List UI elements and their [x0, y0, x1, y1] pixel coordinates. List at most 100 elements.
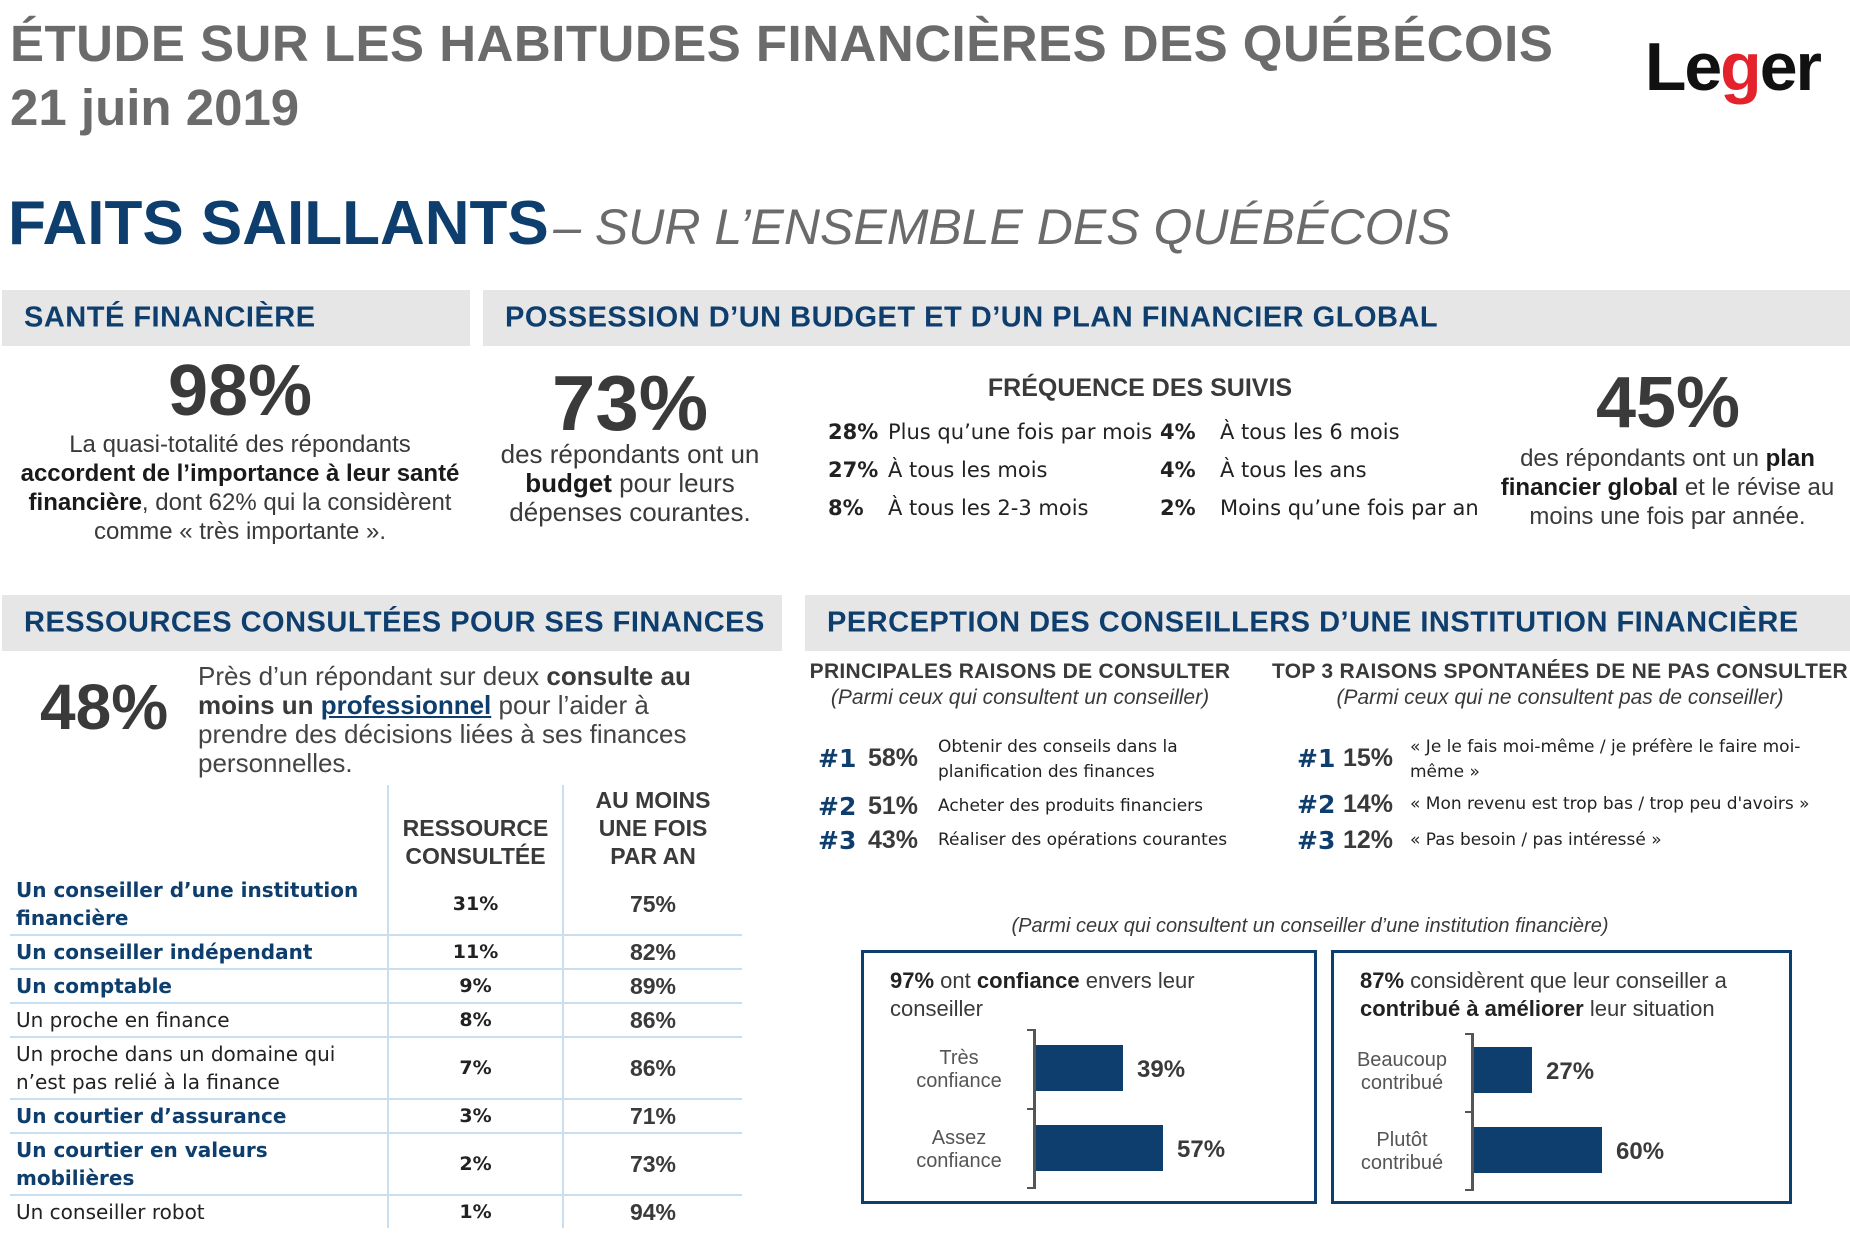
reason-rank: #3	[818, 826, 857, 855]
reasons-not-consult-title: TOP 3 RAISONS SPONTANÉES DE NE PAS CONSU…	[1271, 660, 1849, 683]
budget-percentage: 73%	[551, 359, 709, 447]
freq-item: 8% À tous les 2-3 mois	[828, 496, 1088, 520]
table-row: Un conseiller indépendant 11% 82%	[10, 935, 742, 970]
chart-confiance-title-pct: 97%	[890, 968, 935, 993]
chart-contribution-title-1: considèrent que leur conseiller a	[1410, 968, 1727, 993]
chart-confiance-title-bold: confiance	[976, 968, 1080, 993]
sante-text-1: La quasi-totalité des répondants	[69, 431, 411, 458]
category-label: Beaucoup contribué	[1342, 1049, 1462, 1095]
axis-tick	[1465, 1033, 1473, 1035]
reason-pct: 14%	[1343, 790, 1394, 818]
freq-pct: 2%	[1160, 496, 1196, 520]
row-consultee: 2%	[387, 1133, 563, 1196]
sante-percentage: 98%	[167, 351, 313, 431]
bar-assez-confiance	[1036, 1125, 1163, 1171]
section-perception-heading: PERCEPTION DES CONSEILLERS D’UNE INSTITU…	[805, 595, 1850, 651]
category-label: Assez confiance	[904, 1127, 1014, 1173]
row-label: Un proche dans un domaine qui n’est pas …	[10, 1037, 388, 1100]
reason-not-consult-item: #1 15% « Je le fais moi-même / je préfèr…	[1297, 735, 1837, 795]
row-consultee: 7%	[387, 1037, 563, 1100]
headline-main: FAITS SAILLANTS	[8, 189, 549, 258]
row-label: Un conseiller indépendant	[10, 935, 388, 970]
section-budget-heading: POSSESSION D’UN BUDGET ET D’UN PLAN FINA…	[483, 290, 1850, 346]
freq-label: Moins qu’une fois par an	[1220, 496, 1479, 520]
bar-value-label: 60%	[1616, 1138, 1665, 1165]
row-frequence: 89%	[562, 969, 742, 1004]
chart-contribution-title-bold: contribué à améliorer	[1360, 996, 1584, 1021]
logo-text-right: er	[1759, 29, 1822, 105]
leger-logo: Leger	[1644, 28, 1822, 106]
chart-contribution-title-2: leur situation	[1589, 996, 1715, 1021]
bar-tres-confiance	[1036, 1045, 1123, 1091]
reasons-not-consult-subtitle: (Parmi ceux qui ne consultent pas de con…	[1336, 686, 1784, 709]
ressources-table: RESSOURCE CONSULTÉE AU MOINS UNE FOIS PA…	[10, 785, 742, 1228]
plan-description: des répondants ont un plan financier glo…	[1495, 444, 1840, 531]
table-header-empty	[10, 785, 388, 874]
chart-confiance-title-1: ont	[940, 968, 971, 993]
category-label-line: Très	[939, 1047, 979, 1069]
freq-item: 27% À tous les mois	[828, 458, 1048, 482]
category-label-line: Beaucoup	[1356, 1049, 1448, 1071]
axis-tick	[1465, 1111, 1473, 1113]
table-row: Un conseiller robot 1% 94%	[10, 1195, 742, 1228]
reason-pct: 58%	[868, 744, 919, 772]
row-frequence: 82%	[562, 935, 742, 970]
table-row: Un conseiller d’une institution financiè…	[10, 874, 742, 936]
reason-rank: #2	[818, 792, 857, 821]
row-consultee: 31%	[387, 874, 563, 936]
reason-consult-item: #2 51% Acheter des produits financiers	[818, 792, 1248, 822]
freq-item: 4% À tous les 6 mois	[1160, 420, 1400, 444]
freq-label: À tous les mois	[888, 458, 1048, 482]
category-label: Très confiance	[904, 1047, 1014, 1093]
reasons-consult-header: PRINCIPALES RAISONS DE CONSULTER (Parmi …	[805, 660, 1235, 710]
row-label: Un conseiller robot	[16, 1200, 205, 1224]
row-consultee: 11%	[387, 935, 563, 970]
chart-contribution-title-pct: 87%	[1360, 968, 1405, 993]
row-label: Un proche en finance	[10, 1003, 388, 1038]
budget-text-bold: budget	[525, 468, 612, 498]
reason-pct: 43%	[868, 826, 919, 854]
reason-consult-item: #1 58% Obtenir des conseils dans la plan…	[818, 735, 1248, 795]
chart-contribution-title: 87% considèrent que leur conseiller a co…	[1360, 967, 1780, 1023]
reason-label: « Mon revenu est trop bas / trop peu d'a…	[1410, 794, 1810, 814]
ressources-text-1: Près d’un répondant sur deux	[198, 661, 540, 691]
table-row: Un proche dans un domaine qui n’est pas …	[10, 1037, 742, 1100]
reason-not-consult-item: #3 12% « Pas besoin / pas intéressé »	[1297, 826, 1837, 856]
row-consultee: 1%	[387, 1195, 563, 1228]
reason-consult-item: #3 43% Réaliser des opérations courantes	[818, 826, 1248, 856]
table-row: Un courtier en valeurs mobilières 2% 73%	[10, 1133, 742, 1196]
row-frequence: 75%	[562, 874, 742, 936]
row-frequence: 73%	[562, 1133, 742, 1196]
headline-sub: – SUR L’ENSEMBLE DES QUÉBÉCOIS	[553, 199, 1451, 255]
row-label: Un conseiller d’une institution financiè…	[10, 874, 388, 936]
reason-label: Acheter des produits financiers	[938, 796, 1204, 816]
freq-title: FRÉQUENCE DES SUIVIS	[987, 374, 1293, 402]
category-label: Plutôt contribué	[1342, 1129, 1462, 1175]
table-row: Un courtier d’assurance 3% 71%	[10, 1099, 742, 1134]
bar-value-label: 39%	[1137, 1056, 1186, 1083]
freq-pct: 28%	[828, 420, 879, 444]
chart-confiance: 97% ont confiance envers leur conseiller…	[861, 950, 1317, 1204]
plan-text-bold: plan financier global	[1500, 445, 1815, 501]
category-label-line: Assez	[931, 1127, 987, 1149]
freq-pct: 27%	[828, 458, 879, 482]
reason-rank: #1	[1297, 744, 1336, 773]
col-header-ressource: RESSOURCE CONSULTÉE	[387, 785, 563, 874]
logo-text-left: Le	[1644, 29, 1722, 105]
bar-value-label: 57%	[1177, 1136, 1226, 1163]
report-date: 21 juin 2019	[10, 79, 300, 136]
freq-label: À tous les 6 mois	[1220, 420, 1400, 444]
col-header-frequence: AU MOINS UNE FOIS PAR AN	[562, 785, 742, 874]
headline: FAITS SAILLANTS – SUR L’ENSEMBLE DES QUÉ…	[8, 188, 1451, 259]
row-consultee: 9%	[387, 969, 563, 1004]
reason-rank: #2	[1297, 790, 1336, 819]
reasons-consult-subtitle: (Parmi ceux qui consultent un conseiller…	[830, 686, 1210, 709]
axis-tick	[1027, 1187, 1035, 1189]
bar-beaucoup-contribue	[1474, 1047, 1532, 1093]
ressources-text-bold: consulte au moins un	[198, 661, 691, 720]
freq-pct: 4%	[1160, 420, 1196, 444]
row-frequence: 94%	[562, 1195, 742, 1228]
professionnel-link[interactable]: professionnel	[320, 690, 492, 720]
section-perception-heading-text: PERCEPTION DES CONSEILLERS D’UNE INSTITU…	[827, 606, 1799, 639]
report-title: ÉTUDE SUR LES HABITUDES FINANCIÈRES DES …	[10, 15, 1554, 72]
